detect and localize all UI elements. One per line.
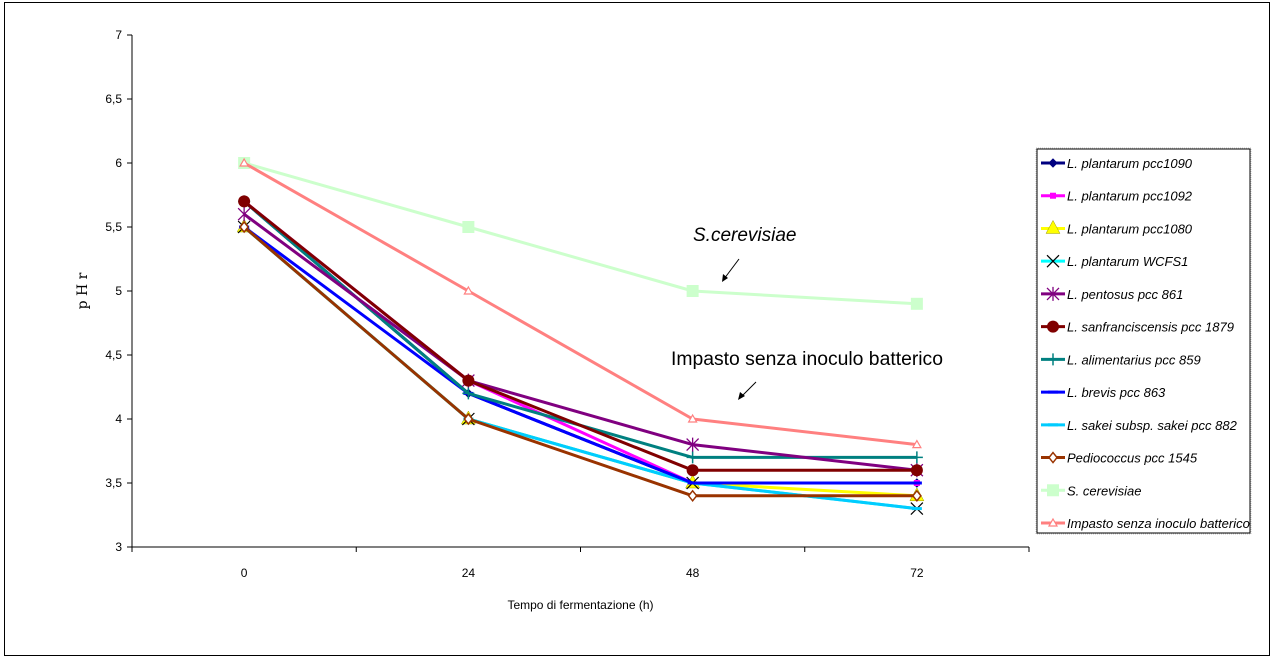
data-point <box>462 221 475 233</box>
data-point <box>686 464 699 477</box>
y-tick-label: 6 <box>115 156 122 170</box>
x-tick-label: 24 <box>462 566 476 580</box>
legend-swatch-marker <box>1048 451 1058 464</box>
legend-swatch-marker <box>1047 353 1059 366</box>
x-tick-label: 72 <box>910 566 924 580</box>
series-line <box>243 161 917 306</box>
data-point <box>686 437 700 452</box>
legend-label: L. sakei subsp. sakei pcc 882 <box>1067 418 1238 433</box>
data-point <box>910 451 923 464</box>
legend-label: L. plantarum pcc1080 <box>1067 221 1193 236</box>
series-0 <box>239 196 922 488</box>
legend-item: Impasto senza inoculo batterico <box>1041 516 1250 531</box>
y-tick-label: 5,5 <box>105 220 122 234</box>
legend-item: L. alimentarius pcc 859 <box>1041 352 1201 367</box>
data-point <box>239 220 250 234</box>
series-6 <box>238 195 923 464</box>
legend-swatch-marker <box>1045 219 1061 234</box>
legend-swatch-marker <box>1047 484 1059 497</box>
legend-label: Pediococcus pcc 1545 <box>1067 451 1198 466</box>
legend-item: L. plantarum pcc1092 <box>1041 189 1193 204</box>
y-tick-label: 4,5 <box>105 348 122 362</box>
legend-swatch-marker <box>1050 192 1056 199</box>
line-chart: 3 3,5 4 4,5 5 5,5 6 6,5 7 0 24 48 72 Tempo di ferment… <box>75 28 1252 612</box>
data-point <box>462 387 475 400</box>
data-point <box>686 285 699 297</box>
chart-frame: 3 3,5 4 4,5 5 5,5 6 6,5 7 0 24 48 72 Tempo di ferment… <box>4 2 1270 656</box>
data-point <box>462 374 475 387</box>
series-line <box>243 225 917 498</box>
series-line <box>243 212 918 472</box>
y-tick-label: 4 <box>115 412 122 426</box>
legend-item: L. plantarum pcc1090 <box>1041 156 1193 171</box>
legend-swatch-marker <box>1047 320 1059 333</box>
legend-item: L. plantarum pcc1080 <box>1041 219 1193 236</box>
legend-swatch-marker <box>1046 254 1060 268</box>
legend-item: L. pentosus pcc 861 <box>1041 286 1183 302</box>
series-11 <box>239 157 922 449</box>
data-point <box>687 489 698 503</box>
series-9 <box>239 220 922 503</box>
data-point <box>687 413 698 423</box>
data-point <box>910 464 923 477</box>
data-point <box>911 489 922 503</box>
legend-border-dots <box>1035 147 1252 535</box>
y-tick-label: 7 <box>115 28 122 42</box>
legend-item: Pediococcus pcc 1545 <box>1041 451 1198 466</box>
annotation-scerevisiae: S.cerevisiae <box>693 225 797 246</box>
arrow-head <box>722 274 728 282</box>
legend-swatch-marker <box>1048 158 1058 168</box>
legend-item: L. brevis pcc 863 <box>1041 385 1166 400</box>
data-point <box>910 297 923 310</box>
data-point <box>239 157 250 167</box>
legend-box <box>1036 148 1251 534</box>
legend-swatch-marker <box>1046 286 1060 301</box>
annotation-arrow <box>723 258 740 280</box>
legend-label: L. sanfranciscensis pcc 1879 <box>1067 320 1234 335</box>
data-point <box>463 285 474 295</box>
arrow-head <box>738 392 745 400</box>
x-tick-label: 0 <box>241 566 248 580</box>
series-line <box>243 200 917 459</box>
data-point <box>238 195 251 208</box>
series-line <box>243 161 918 447</box>
legend-label: L. plantarum WCFS1 <box>1067 254 1188 269</box>
x-tick-label: 48 <box>686 566 700 580</box>
legend-label: L. brevis pcc 863 <box>1067 385 1166 400</box>
legend-label: S. cerevisiae <box>1067 483 1141 498</box>
legend-label: L. plantarum pcc1092 <box>1067 189 1193 204</box>
series-line <box>243 200 917 485</box>
legend-label: L. pentosus pcc 861 <box>1067 287 1183 302</box>
series-line <box>243 200 917 472</box>
annotation-impasto: Impasto senza inoculo batterico <box>671 349 943 370</box>
series-1 <box>241 198 920 486</box>
y-axis-title: p H r <box>75 272 91 309</box>
legend-label: L. alimentarius pcc 859 <box>1067 352 1201 367</box>
data-point <box>911 439 922 449</box>
legend-item: S. cerevisiae <box>1041 483 1141 498</box>
annotation-arrow <box>740 381 757 398</box>
data-point <box>463 412 474 426</box>
legend-label: Impasto senza inoculo batterico <box>1067 516 1250 531</box>
legend-label: L. plantarum pcc1090 <box>1067 156 1193 171</box>
series-line <box>243 200 917 485</box>
data-point <box>686 451 699 464</box>
y-tick-label: 3,5 <box>105 476 122 490</box>
y-tick-label: 3 <box>115 540 122 554</box>
legend-swatch-marker <box>1047 517 1059 527</box>
legend: L. plantarum pcc1090 L. plantarum pcc1092… <box>1035 147 1252 535</box>
y-tick-label: 5 <box>115 284 122 298</box>
legend-item: L. sakei subsp. sakei pcc 882 <box>1041 418 1238 433</box>
series-line <box>243 225 917 485</box>
legend-item: L. plantarum WCFS1 <box>1041 254 1188 269</box>
x-axis-title: Tempo di fermentazione (h) <box>507 598 653 612</box>
legend-item: L. sanfranciscensis pcc 1879 <box>1041 320 1234 335</box>
series-5 <box>238 195 923 477</box>
data-point <box>237 207 251 222</box>
y-tick-label: 6,5 <box>105 92 122 106</box>
